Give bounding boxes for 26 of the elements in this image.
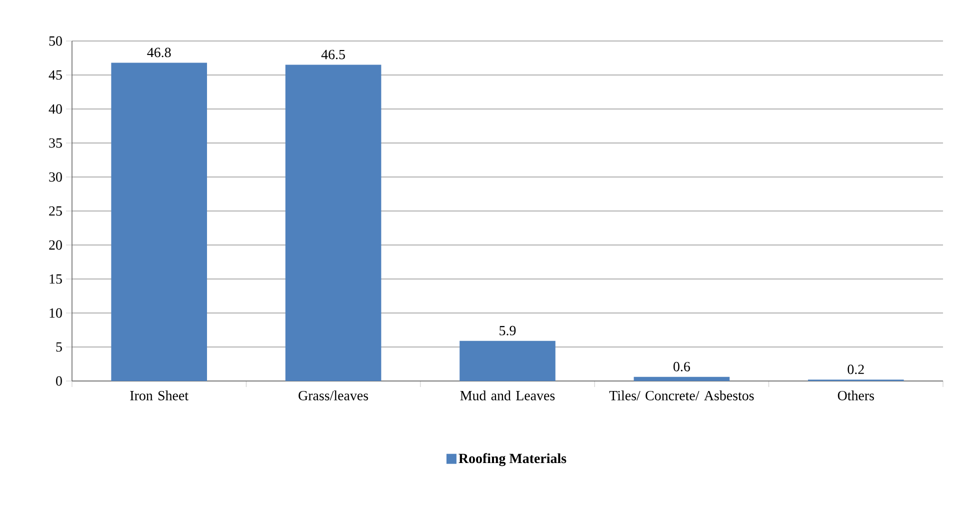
data-label: 46.8 — [147, 48, 171, 58]
y-tick-label: 35 — [49, 138, 62, 148]
y-tick-label: 50 — [49, 36, 62, 46]
y-tick-label: 5 — [56, 342, 62, 352]
data-label: 0.6 — [674, 362, 690, 372]
x-tick-label: Mud and Leaves — [460, 390, 555, 400]
data-label: 46.5 — [321, 50, 345, 60]
data-label: 0.2 — [848, 364, 864, 374]
y-tick-label: 10 — [50, 308, 62, 318]
bar — [285, 64, 382, 381]
y-tick-label: 30 — [49, 172, 62, 182]
y-tick-label: 0 — [56, 376, 62, 386]
y-tick-label: 40 — [48, 104, 62, 114]
x-tick-label: Others — [838, 390, 874, 400]
bar — [460, 340, 556, 381]
bar — [634, 376, 730, 381]
data-label: 5.9 — [500, 326, 516, 336]
y-tick-label: 25 — [49, 206, 62, 216]
y-tick-label: 20 — [49, 240, 62, 250]
bar — [111, 62, 208, 381]
x-tick-label: Iron Sheet — [130, 390, 188, 400]
x-tick-label: Tiles/ Concrete/ Asbestos — [609, 390, 754, 400]
y-tick-label: 15 — [50, 274, 62, 284]
y-tick-label: 45 — [48, 70, 62, 80]
x-tick-label: Grass/leaves — [298, 390, 368, 400]
legend-label: Roofing Materials — [458, 453, 566, 466]
